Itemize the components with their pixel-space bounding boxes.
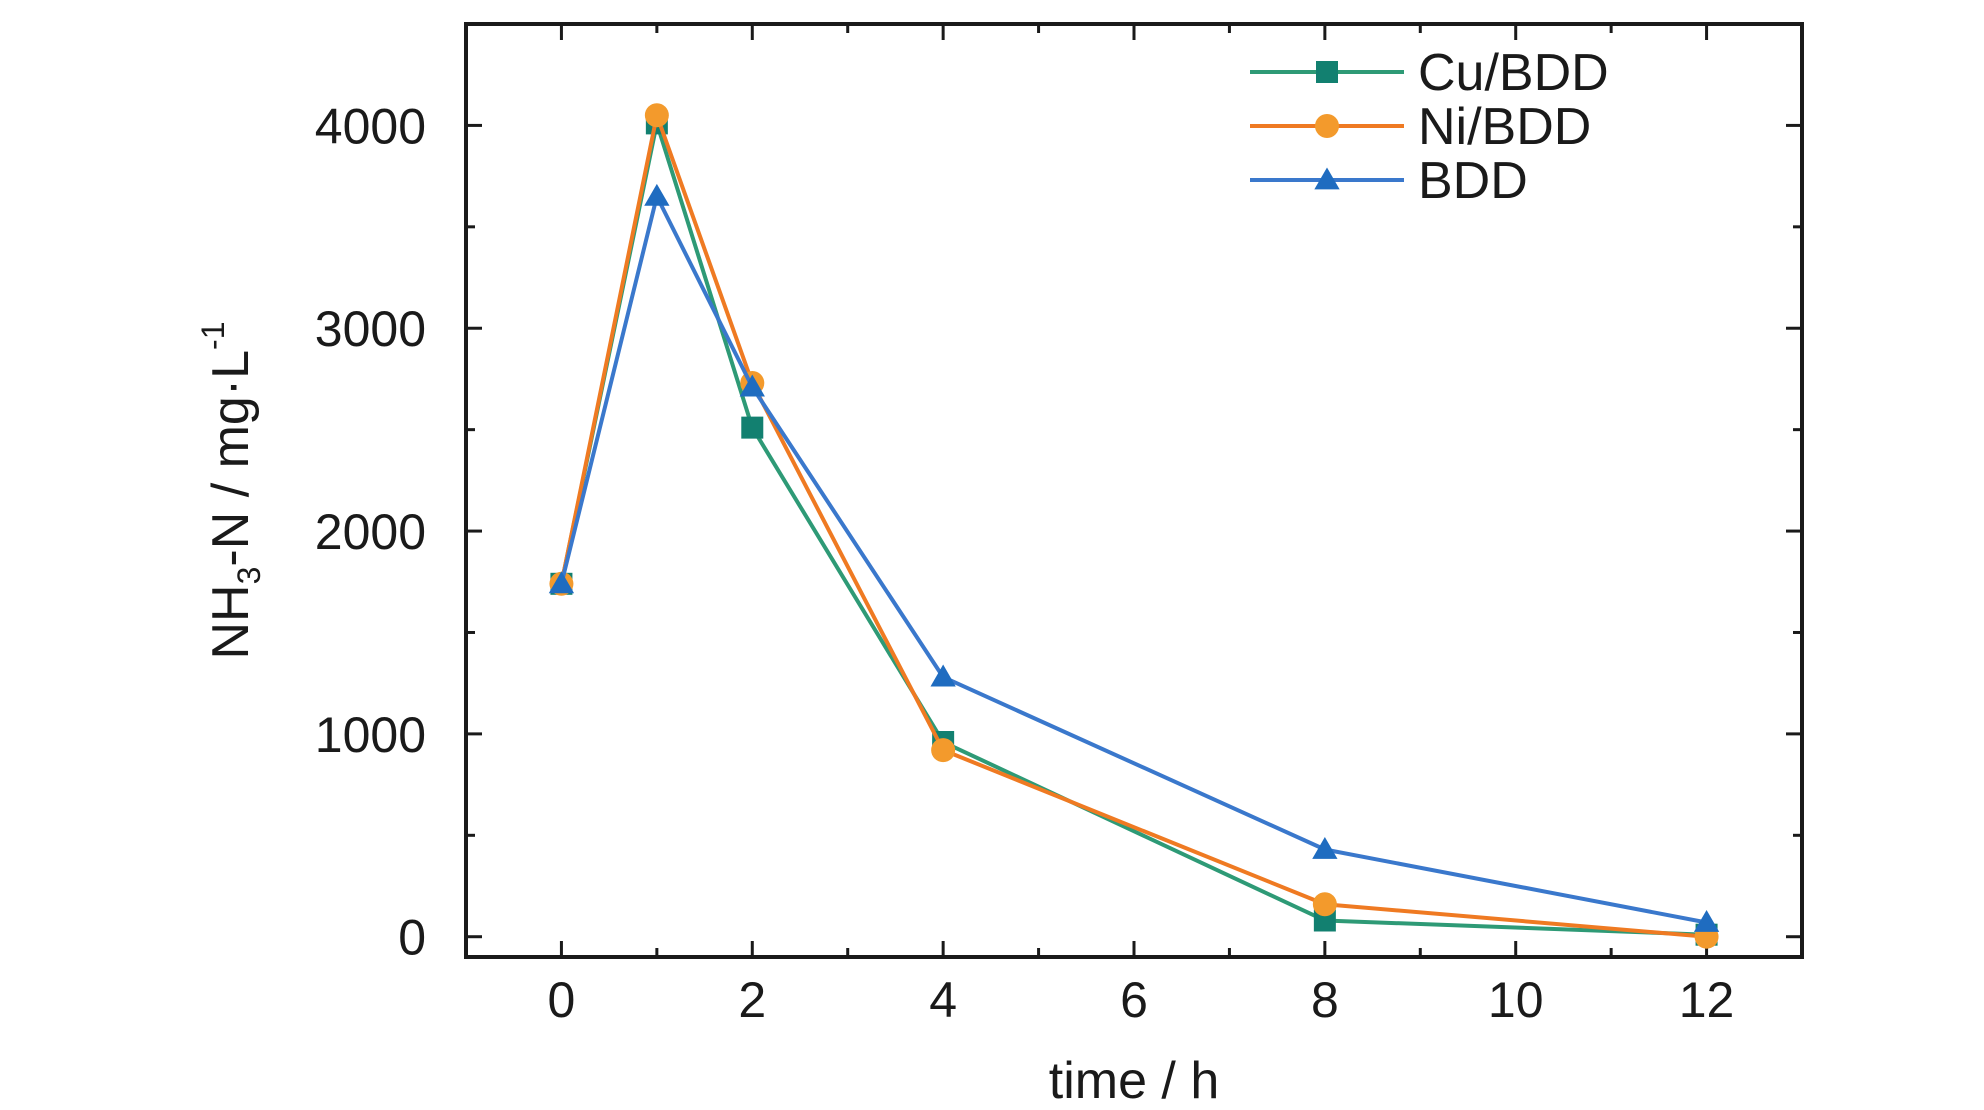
x-tick-label: 4 [929, 972, 957, 1028]
data-point [930, 664, 956, 687]
x-tick-label: 10 [1488, 972, 1544, 1028]
x-tick-label: 6 [1120, 972, 1148, 1028]
y-axis-title-superscript: -1 [195, 321, 231, 349]
data-point [931, 738, 956, 763]
y-axis-title-middle: -N / mg·L [202, 350, 260, 567]
legend-item: BDD [1250, 152, 1528, 210]
legend-item: Ni/BDD [1250, 98, 1591, 156]
series-line [559, 194, 1707, 925]
series-line [559, 113, 1707, 939]
axes [464, 22, 1804, 959]
legend-marker [1316, 61, 1338, 83]
legend-item: Cu/BDD [1250, 44, 1609, 102]
x-tick-label: 2 [738, 972, 766, 1028]
x-axis-title: time / h [1049, 1052, 1220, 1110]
plot-frame [464, 22, 1804, 959]
series-layer [548, 103, 1720, 949]
data-point [1312, 892, 1337, 917]
data-point [644, 103, 669, 128]
y-tick-label: 4000 [315, 98, 426, 154]
y-tick-label: 1000 [315, 707, 426, 763]
series-line [559, 121, 1707, 937]
legend-marker [1315, 114, 1339, 138]
data-point [741, 416, 764, 439]
data-point [1693, 909, 1720, 932]
y-tick-label: 3000 [315, 301, 426, 357]
data-point [644, 183, 670, 206]
data-point [739, 374, 765, 397]
legend-label: Cu/BDD [1418, 44, 1609, 102]
legend-label: Ni/BDD [1418, 98, 1591, 156]
y-tick-label: 0 [398, 910, 426, 966]
y-tick-label: 2000 [315, 504, 426, 560]
data-point [1312, 836, 1338, 859]
x-tick-label: 0 [548, 972, 576, 1028]
data-point [548, 571, 575, 594]
series-cu-bdd [550, 112, 1718, 946]
series-bdd [548, 183, 1720, 932]
legend-marker [1314, 167, 1340, 190]
y-axis-title: NH3-N / mg·L-1 [195, 321, 267, 659]
y-axis-title-prefix: NH [202, 584, 260, 659]
legend-label: BDD [1418, 152, 1528, 210]
series-ni-bdd [549, 103, 1719, 949]
data-point [1313, 909, 1336, 932]
x-tick-label: 8 [1311, 972, 1339, 1028]
x-tick-label: 12 [1679, 972, 1735, 1028]
y-axis-title-subscript: 3 [231, 567, 267, 585]
ticks: 0 2 4 6 8 10 12 0 1000 2000 3000 4000 [315, 22, 1804, 1028]
